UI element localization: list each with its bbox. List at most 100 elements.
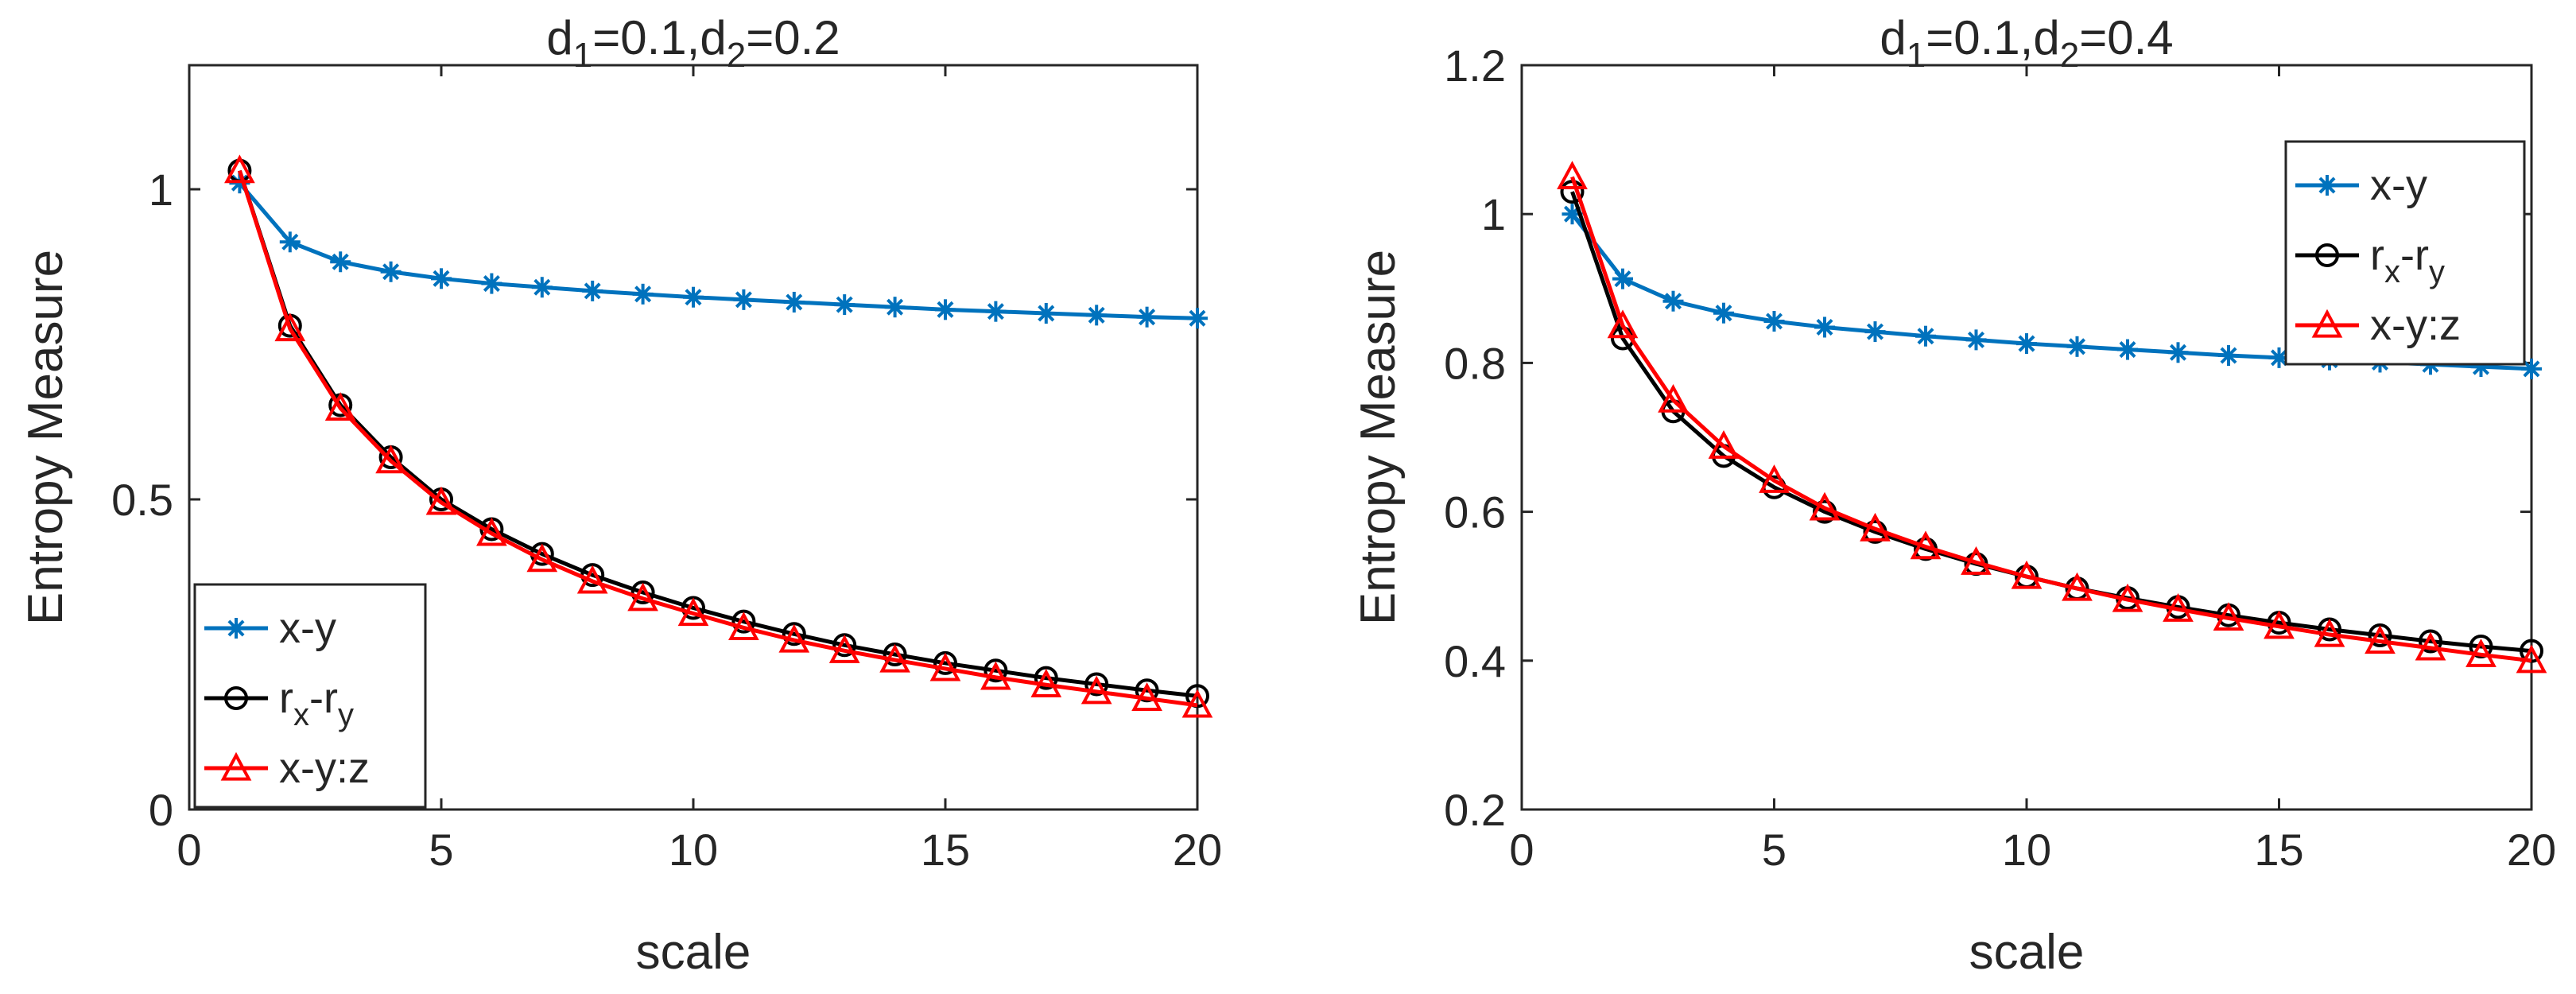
data-point-triangle bbox=[1910, 530, 1942, 560]
title-part: =0.2 bbox=[746, 11, 840, 64]
title-part: =0.1, bbox=[592, 11, 700, 64]
data-point-star bbox=[1713, 302, 1734, 324]
legend: x-y rx-ry x-y:z bbox=[2284, 140, 2526, 366]
legend-entry: rx-ry bbox=[2295, 231, 2445, 289]
x-tick-label: 10 bbox=[2002, 825, 2051, 875]
data-point-star bbox=[1136, 306, 1158, 328]
title-part: d bbox=[2033, 11, 2059, 64]
data-point-triangle bbox=[2465, 639, 2496, 667]
data-point-triangle bbox=[1658, 383, 1689, 413]
series-line bbox=[238, 169, 1198, 708]
legend-label: x-y bbox=[2370, 161, 2427, 209]
legend-entry: x-y:z bbox=[2295, 301, 2461, 349]
data-point-circle bbox=[983, 658, 1008, 683]
data-point-star bbox=[2317, 175, 2337, 196]
data-point-triangle bbox=[1131, 682, 1162, 711]
data-point-star bbox=[481, 273, 502, 294]
data-point-triangle bbox=[2112, 583, 2143, 612]
data-point-star bbox=[582, 280, 603, 301]
y-tick-label: 1 bbox=[1481, 189, 1506, 239]
y-tick-label: 0 bbox=[149, 785, 173, 835]
series-x-y:z bbox=[224, 154, 1213, 718]
chart-title: d1=0.1,d2=0.4 bbox=[1880, 11, 2173, 75]
data-point-circle bbox=[1135, 678, 1159, 703]
y-tick-label: 0.2 bbox=[1444, 785, 1506, 835]
data-point-circle bbox=[2520, 639, 2543, 663]
data-point-triangle bbox=[2365, 625, 2396, 654]
data-point-circle bbox=[630, 580, 655, 604]
data-point-triangle bbox=[220, 751, 252, 781]
x-tick-label: 5 bbox=[1762, 825, 1787, 875]
data-point-star bbox=[834, 294, 855, 316]
data-point-triangle bbox=[2311, 309, 2343, 338]
y-tick-label: 0.6 bbox=[1444, 487, 1506, 538]
data-point-triangle bbox=[425, 486, 457, 515]
data-point-triangle bbox=[677, 597, 709, 627]
legend-label: x-y:z bbox=[2370, 301, 2461, 349]
data-point-triangle bbox=[980, 661, 1011, 690]
data-point-circle bbox=[2368, 623, 2392, 647]
data-point-star bbox=[1086, 305, 1108, 326]
data-point-star bbox=[2016, 333, 2037, 355]
data-point-star bbox=[783, 291, 805, 313]
x-tick-label: 15 bbox=[2254, 825, 2303, 875]
data-point-triangle bbox=[2011, 560, 2043, 589]
data-point-triangle bbox=[526, 543, 558, 573]
data-point-circle bbox=[2419, 629, 2442, 654]
data-point-triangle bbox=[1557, 161, 1588, 189]
x-tick-label: 5 bbox=[429, 825, 453, 875]
data-point-star bbox=[1035, 303, 1057, 324]
data-point-triangle bbox=[224, 154, 255, 184]
data-point-star bbox=[1915, 325, 1936, 347]
x-tick-label: 0 bbox=[177, 825, 201, 875]
x-tick-label: 10 bbox=[669, 825, 718, 875]
title-part: 2 bbox=[2060, 36, 2079, 75]
data-point-triangle bbox=[2415, 631, 2446, 661]
data-point-triangle bbox=[879, 643, 910, 673]
data-point-star bbox=[2066, 336, 2088, 357]
data-point-triangle bbox=[576, 565, 608, 594]
legend-entry: x-y bbox=[2295, 161, 2427, 209]
data-point-star bbox=[1864, 321, 1886, 343]
data-point-star bbox=[2117, 339, 2138, 360]
data-point-star bbox=[985, 301, 1007, 322]
data-point-star bbox=[1763, 310, 1785, 332]
data-point-triangle bbox=[2264, 610, 2295, 639]
data-point-triangle bbox=[2314, 618, 2345, 647]
y-tick-label: 0.8 bbox=[1444, 338, 1506, 388]
legend-entry: rx-ry bbox=[204, 674, 354, 732]
legend: x-y rx-ry x-y:z bbox=[193, 583, 427, 809]
chart-right: 0 5 10 15 20 0.2 0.4 0.6 0.8 1 1.2 scale Entropy Mea… bbox=[1351, 11, 2556, 980]
data-point-triangle bbox=[476, 517, 507, 546]
x-tick-label: 20 bbox=[1173, 825, 1222, 875]
data-point-triangle bbox=[2062, 572, 2093, 601]
series-x-y bbox=[229, 173, 1208, 329]
data-point-circle bbox=[2315, 243, 2339, 267]
data-point-triangle bbox=[627, 582, 658, 612]
y-axis-label: Entropy Measure bbox=[1351, 250, 1406, 625]
data-point-triangle bbox=[2516, 644, 2547, 674]
data-point-triangle bbox=[728, 612, 759, 641]
y-tick-label: 1.2 bbox=[1444, 41, 1506, 91]
data-point-circle bbox=[782, 622, 806, 646]
legend-label: rx-ry bbox=[279, 674, 354, 732]
y-tick-label: 1 bbox=[149, 165, 173, 215]
data-point-triangle bbox=[1181, 689, 1213, 718]
data-point-star bbox=[632, 283, 654, 305]
data-point-triangle bbox=[1607, 309, 1639, 339]
data-point-circle bbox=[1034, 666, 1058, 690]
series-x-y:z bbox=[1557, 161, 2547, 674]
data-point-star bbox=[1965, 329, 1987, 351]
data-point-triangle bbox=[1860, 512, 1891, 542]
data-point-triangle bbox=[1961, 546, 1992, 575]
data-point-triangle bbox=[1708, 430, 1740, 459]
x-tick-label: 15 bbox=[921, 825, 970, 875]
data-point-star bbox=[683, 286, 704, 308]
data-point-circle bbox=[2469, 635, 2493, 659]
y-axis-label: Entropy Measure bbox=[18, 250, 73, 625]
data-point-star bbox=[1662, 290, 1684, 312]
data-point-star bbox=[431, 268, 452, 289]
data-point-star bbox=[935, 299, 956, 320]
